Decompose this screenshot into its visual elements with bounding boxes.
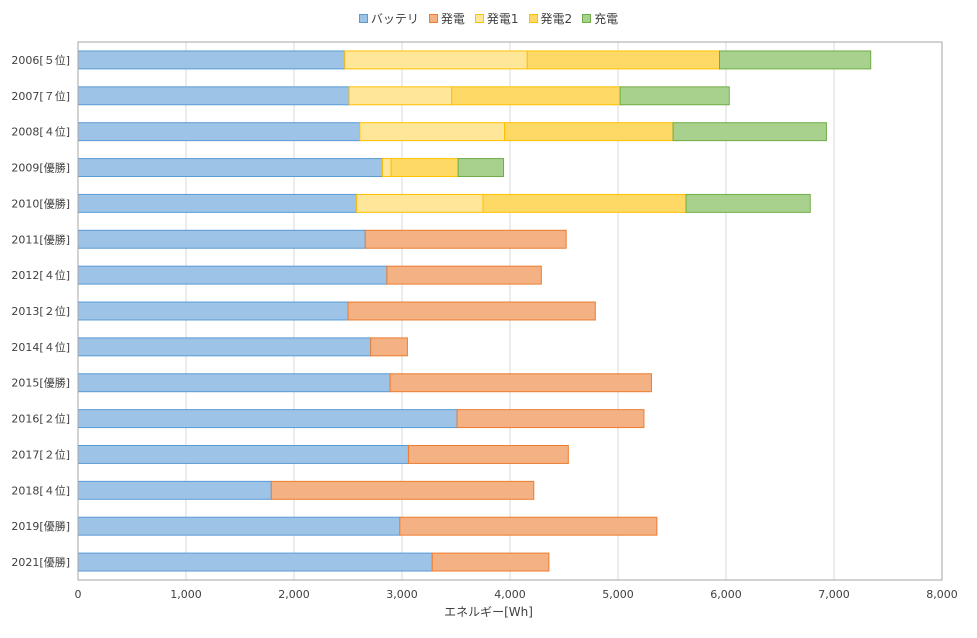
- y-category-label: 2015[優勝]: [11, 376, 70, 390]
- legend-item: 発電1: [474, 10, 519, 27]
- x-tick-label: 2,000: [278, 588, 310, 601]
- bar-segment: [77, 122, 361, 142]
- y-category-label: 2017[２位]: [11, 447, 70, 461]
- bar-segment: [270, 480, 535, 500]
- bar-segment: [364, 229, 567, 249]
- bar-segment: [386, 265, 542, 285]
- bar-segment: [390, 158, 459, 177]
- bar-segment: [77, 158, 384, 177]
- legend-swatch: [358, 13, 368, 23]
- x-tick-label: 7,000: [818, 588, 850, 601]
- bar-segment: [344, 50, 528, 70]
- bar-segment: [399, 516, 658, 536]
- bar-segment: [504, 122, 674, 142]
- y-category-label: 2014[４位]: [11, 340, 70, 354]
- bar-segment: [719, 50, 872, 70]
- y-category-label: 2012[４位]: [11, 268, 70, 282]
- y-category-label: 2013[２位]: [11, 304, 70, 318]
- y-category-label: 2006[５位]: [11, 53, 70, 67]
- legend-swatch: [428, 13, 438, 23]
- bar-segment: [77, 480, 272, 500]
- bar-segment: [77, 229, 366, 249]
- y-category-label: 2011[優勝]: [11, 232, 70, 246]
- bar-segment: [77, 337, 372, 357]
- legend-item: 充電: [582, 10, 618, 27]
- x-tick-label: 3,000: [386, 588, 418, 601]
- x-tick-label: 1,000: [170, 588, 202, 601]
- bar-segment: [451, 86, 621, 106]
- bar-segment: [407, 445, 569, 464]
- bar-segment: [382, 158, 392, 177]
- bar-segment: [77, 193, 358, 213]
- legend-label: 発電1: [486, 11, 519, 26]
- bar-segment: [77, 373, 391, 393]
- legend-swatch: [474, 13, 484, 23]
- x-tick-label: 6,000: [710, 588, 742, 601]
- y-category-label: 2007[７位]: [11, 89, 70, 103]
- chart-legend: バッテリ 発電 発電1 発電2 充電: [0, 8, 977, 28]
- bar-segment: [456, 409, 645, 429]
- bar-segment: [356, 193, 484, 213]
- legend-label: 充電: [594, 11, 619, 26]
- bar-segment: [457, 158, 505, 177]
- y-category-label: 2019[優勝]: [11, 519, 70, 533]
- legend-label: 発電: [440, 11, 465, 26]
- legend-label: バッテリ: [370, 11, 419, 26]
- bar-segment: [347, 301, 596, 321]
- y-category-label: 2010[優勝]: [11, 196, 70, 210]
- x-tick-label: 5,000: [602, 588, 634, 601]
- y-category-label: 2016[２位]: [11, 412, 70, 426]
- bar-segment: [77, 301, 349, 321]
- bar-segment: [77, 445, 409, 464]
- bar-segment: [482, 193, 687, 213]
- legend-item: 発電: [428, 10, 465, 27]
- legend-item: バッテリ: [358, 10, 419, 27]
- bar-segment: [77, 552, 433, 572]
- plot-border: [77, 41, 943, 581]
- bar-segment: [526, 50, 721, 70]
- y-category-label: 2018[４位]: [11, 483, 70, 497]
- bar-segment: [359, 122, 506, 142]
- y-category-label: 2021[優勝]: [11, 555, 70, 569]
- x-tick-label: 4,000: [494, 588, 526, 601]
- bar-segment: [77, 50, 346, 70]
- x-axis-title: エネルギー[Wh]: [444, 605, 533, 619]
- legend-swatch: [528, 13, 538, 23]
- bar-segment: [685, 193, 811, 213]
- bar-segment: [77, 86, 350, 106]
- bar-segment: [431, 552, 550, 572]
- bar-segment: [77, 409, 458, 429]
- bar-segment: [672, 122, 827, 142]
- bar-segment: [77, 516, 401, 536]
- x-tick-label: 0: [75, 588, 82, 601]
- bar-segment: [389, 373, 652, 393]
- legend-label: 発電2: [540, 11, 573, 26]
- y-category-label: 2008[４位]: [11, 125, 70, 139]
- bar-segment: [370, 337, 408, 357]
- bar-segment: [619, 86, 730, 106]
- y-category-label: 2009[優勝]: [11, 161, 70, 175]
- bar-segment: [348, 86, 453, 106]
- x-tick-label: 8,000: [926, 588, 958, 601]
- legend-swatch: [582, 13, 592, 23]
- legend-item: 発電2: [528, 10, 573, 27]
- bar-segment: [77, 265, 388, 285]
